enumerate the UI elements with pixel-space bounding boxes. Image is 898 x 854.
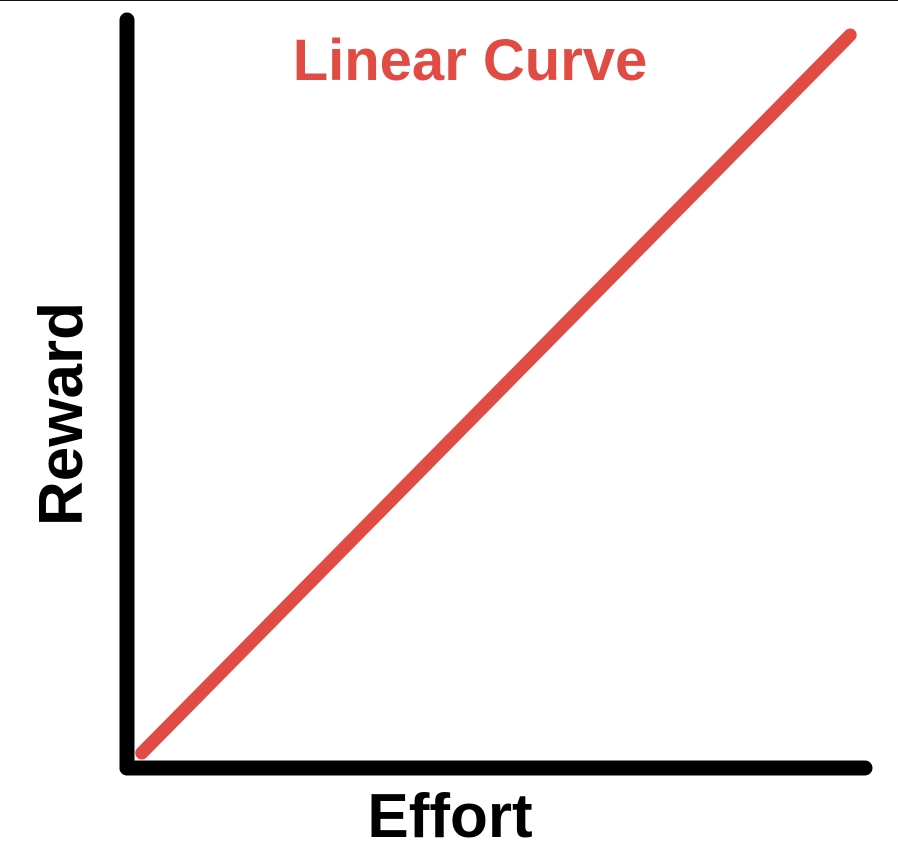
x-axis-label: Effort xyxy=(367,782,533,851)
series-line-1 xyxy=(135,28,857,760)
top-border-line xyxy=(0,0,898,1)
series-layer xyxy=(135,28,857,760)
chart-title: Linear Curve xyxy=(292,28,648,93)
y-axis-label: Reward xyxy=(27,302,96,526)
